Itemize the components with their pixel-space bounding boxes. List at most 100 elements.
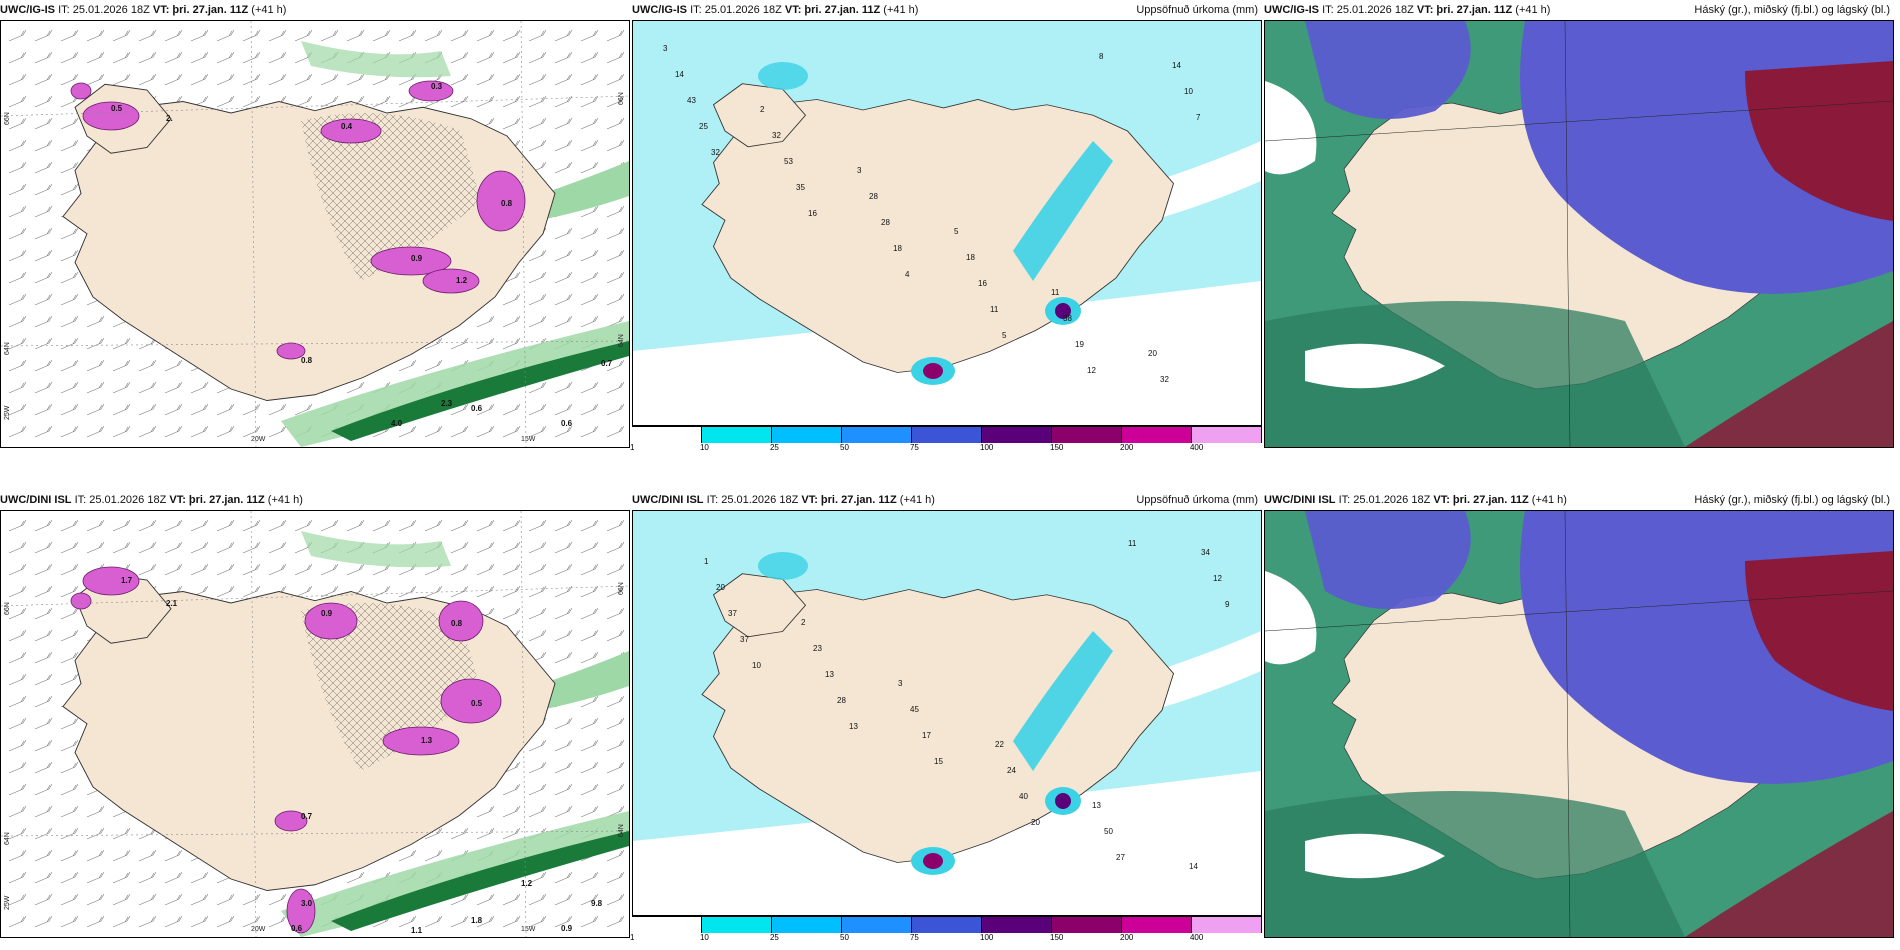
map-cloud-cover[interactable] xyxy=(1264,20,1894,448)
wind-barb xyxy=(112,827,131,840)
wind-barb xyxy=(268,73,287,86)
wind-barb xyxy=(8,337,27,350)
precip-max-south xyxy=(923,363,943,379)
wind-barb xyxy=(268,403,287,416)
precip-band-southeast xyxy=(1013,631,1113,771)
wind-barb xyxy=(450,563,469,576)
wind-barb xyxy=(580,871,599,884)
wind-barb xyxy=(138,563,157,576)
value-label: 1.1 xyxy=(411,926,423,935)
wind-barb xyxy=(528,563,547,576)
wind-barb xyxy=(112,359,131,372)
wind-barb xyxy=(554,161,573,174)
wind-barb xyxy=(86,381,105,394)
wind-barb xyxy=(580,139,599,152)
wind-barb xyxy=(8,95,27,108)
wind-barb xyxy=(528,761,547,774)
wind-barb xyxy=(606,717,625,730)
map-accum-precip[interactable]: 1 2 3 22 13 14 20 23 45 24 50 34 37 13 17 40 27 12 37 28 15 2… xyxy=(632,510,1262,916)
wind-barb xyxy=(60,227,79,240)
wind-barb xyxy=(60,563,79,576)
wind-barb xyxy=(216,893,235,906)
wind-barb xyxy=(528,73,547,86)
wind-barb xyxy=(528,607,547,620)
map-precip-type[interactable]: 1.7 0.9 2.1 0.8 0.5 1.3 0.7 1.2 9.8 3.0 0.6 1.8 1.1 0… xyxy=(0,510,630,938)
wind-barb xyxy=(528,51,547,64)
wind-barb xyxy=(580,425,599,438)
wind-barb xyxy=(112,519,131,532)
wind-barb xyxy=(34,161,53,174)
lead-time: (+41 h) xyxy=(883,4,919,16)
wind-barb xyxy=(138,29,157,42)
wind-barb xyxy=(34,425,53,438)
wind-barb xyxy=(554,563,573,576)
value-label: 2.3 xyxy=(441,399,453,408)
wind-barb xyxy=(450,73,469,86)
wind-barb xyxy=(34,381,53,394)
wind-barb xyxy=(476,893,495,906)
wind-barb xyxy=(424,849,443,862)
wind-barb xyxy=(60,893,79,906)
wind-barb xyxy=(164,893,183,906)
wind-barb xyxy=(320,585,339,598)
wind-barb xyxy=(164,871,183,884)
wind-barb xyxy=(580,915,599,928)
wind-barb xyxy=(60,629,79,642)
map-precip-type[interactable]: 0.5 0.4 2. 0.3 0.8 0.9 1.2 2.3 0.7 0.8 4.0 0.6 0.6 20… xyxy=(0,20,630,448)
precip-value: 15 xyxy=(934,757,943,766)
wind-barb xyxy=(60,161,79,174)
value-label: 2. xyxy=(166,114,173,123)
wind-barb xyxy=(190,403,209,416)
wind-barb xyxy=(528,403,547,416)
wind-barb xyxy=(398,29,417,42)
wind-barb xyxy=(580,51,599,64)
wind-barb xyxy=(476,73,495,86)
wind-barb xyxy=(606,871,625,884)
precip-band-southeast xyxy=(1013,141,1113,281)
wind-barb xyxy=(424,337,443,350)
wind-barb xyxy=(138,403,157,416)
wind-barb xyxy=(112,893,131,906)
precip-value: 13 xyxy=(1092,801,1101,810)
wind-barb xyxy=(164,403,183,416)
precip-value: 20 xyxy=(1031,818,1040,827)
wind-barb xyxy=(164,73,183,86)
mid-cloud-nw xyxy=(1305,511,1471,609)
value-label: 0.5 xyxy=(471,699,483,708)
lead-time: (+41 h) xyxy=(251,4,287,16)
wind-barb xyxy=(554,651,573,664)
wind-barb xyxy=(554,117,573,130)
boundary-lines xyxy=(1265,21,1893,447)
precip-value: 32 xyxy=(772,131,781,140)
wind-barb xyxy=(528,271,547,284)
wind-barb xyxy=(528,29,547,42)
wind-barb xyxy=(8,359,27,372)
wind-barb xyxy=(554,629,573,642)
wind-barb xyxy=(242,51,261,64)
wind-barb xyxy=(502,293,521,306)
wind-barb xyxy=(502,783,521,796)
colorbar-label: 150 xyxy=(1050,933,1064,942)
wind-barb xyxy=(138,849,157,862)
wind-barb xyxy=(346,73,365,86)
wind-barb xyxy=(8,73,27,86)
wind-barb xyxy=(8,805,27,818)
wind-barb xyxy=(34,337,53,350)
wind-barb xyxy=(60,381,79,394)
wind-barb xyxy=(242,915,261,928)
wind-barb xyxy=(554,541,573,554)
wind-barb xyxy=(60,651,79,664)
precip-value: 14 xyxy=(1172,61,1181,70)
wind-barb xyxy=(294,29,313,42)
wind-barb xyxy=(502,893,521,906)
low-cloud-south xyxy=(1265,791,1685,937)
colorbar-label: 1 xyxy=(630,933,635,942)
wind-barb xyxy=(60,783,79,796)
lead-time: (+41 h) xyxy=(1531,494,1567,506)
wind-barb xyxy=(138,519,157,532)
wind-barb xyxy=(164,563,183,576)
map-cloud-cover[interactable] xyxy=(1264,510,1894,938)
wind-barb xyxy=(86,849,105,862)
map-accum-precip[interactable]: 3 2 3 5 11 20 14 32 28 18 38 32 43 53 28 16 19 14 25 35 18 11… xyxy=(632,20,1262,426)
wind-barb xyxy=(268,519,287,532)
